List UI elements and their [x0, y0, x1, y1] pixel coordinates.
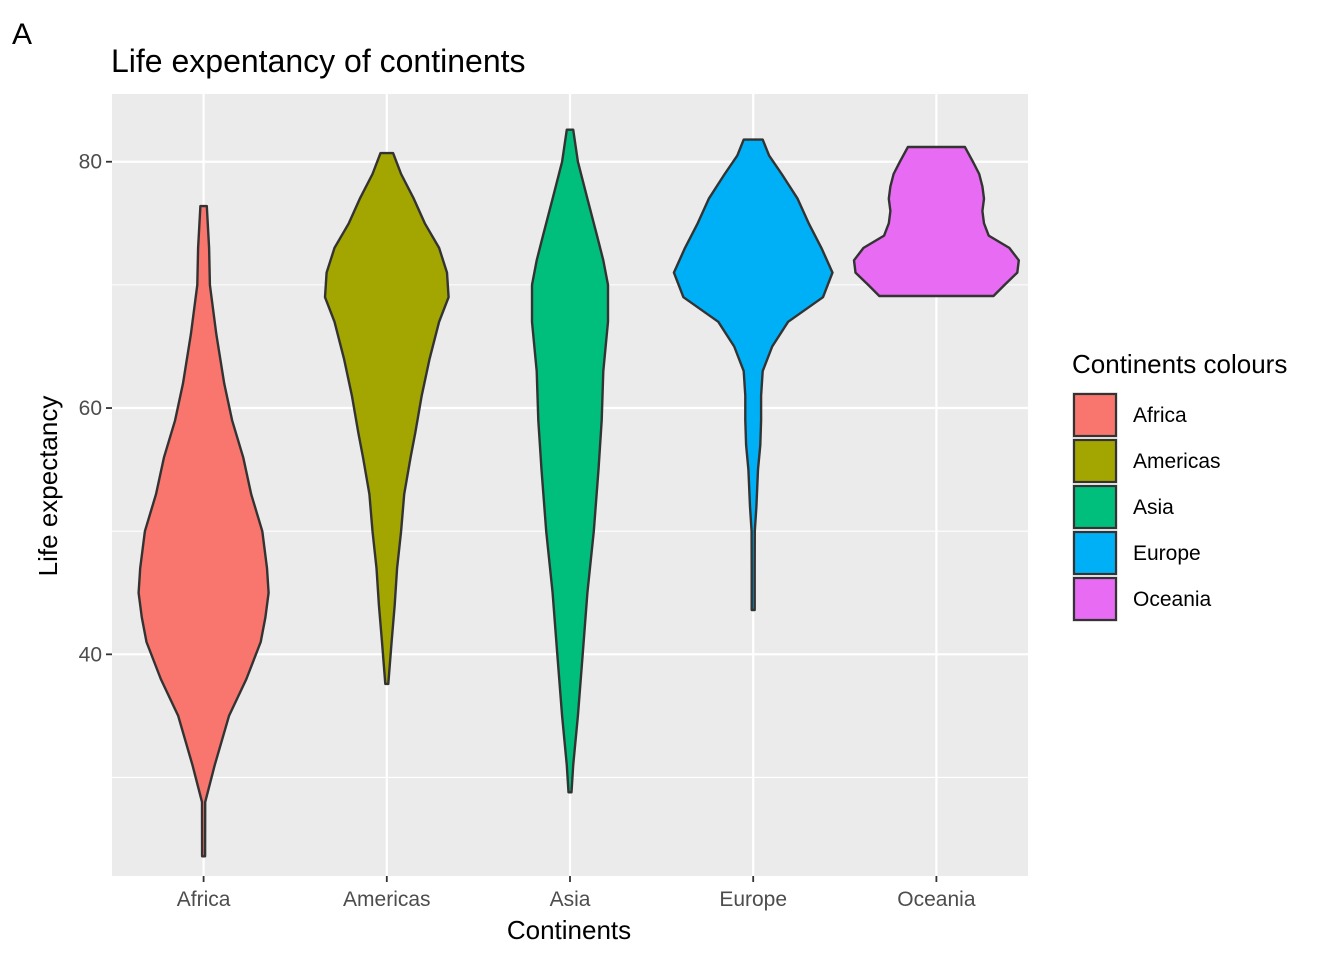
- legend-swatch: [1072, 530, 1118, 576]
- legend-swatch: [1072, 576, 1118, 622]
- violin-americas: [323, 151, 450, 686]
- violins: [137, 128, 1020, 858]
- x-tick-label: Americas: [343, 888, 431, 911]
- y-tick-label: 60: [79, 397, 102, 420]
- y-tick-label: 40: [79, 643, 102, 666]
- legend-title: Continents colours: [1072, 349, 1287, 379]
- x-axis: Africa Americas Asia Europe Oceania: [177, 876, 976, 911]
- legend-swatch: [1072, 392, 1118, 438]
- legend-label: Americas: [1133, 450, 1221, 473]
- legend-swatch: [1072, 484, 1118, 530]
- legend: Africa Americas Asia Europe Oceania: [1072, 392, 1221, 622]
- x-tick-label: Africa: [177, 888, 231, 911]
- x-tick-label: Asia: [550, 888, 591, 911]
- legend-key-americas: Americas: [1072, 438, 1221, 484]
- legend-key-europe: Europe: [1072, 530, 1201, 576]
- y-tick-label: 80: [79, 151, 102, 174]
- legend-label: Africa: [1133, 404, 1187, 427]
- legend-key-oceania: Oceania: [1072, 576, 1212, 622]
- violin-europe: [672, 138, 834, 612]
- violin-africa: [137, 204, 270, 858]
- chart-title: Life expentancy of continents: [111, 43, 526, 79]
- legend-label: Europe: [1133, 542, 1201, 565]
- y-axis: 40 60 80: [79, 151, 112, 666]
- legend-label: Oceania: [1133, 588, 1212, 611]
- legend-swatch: [1072, 438, 1118, 484]
- violin-oceania: [852, 145, 1020, 298]
- legend-label: Asia: [1133, 496, 1174, 519]
- legend-key-africa: Africa: [1072, 392, 1187, 438]
- legend-key-asia: Asia: [1072, 484, 1174, 530]
- panel-label: A: [12, 18, 32, 51]
- violin-asia: [530, 128, 610, 794]
- y-axis-title: Life expectancy: [33, 396, 63, 577]
- x-tick-label: Oceania: [897, 888, 976, 911]
- x-tick-label: Europe: [719, 888, 787, 911]
- x-axis-title: Continents: [507, 915, 631, 945]
